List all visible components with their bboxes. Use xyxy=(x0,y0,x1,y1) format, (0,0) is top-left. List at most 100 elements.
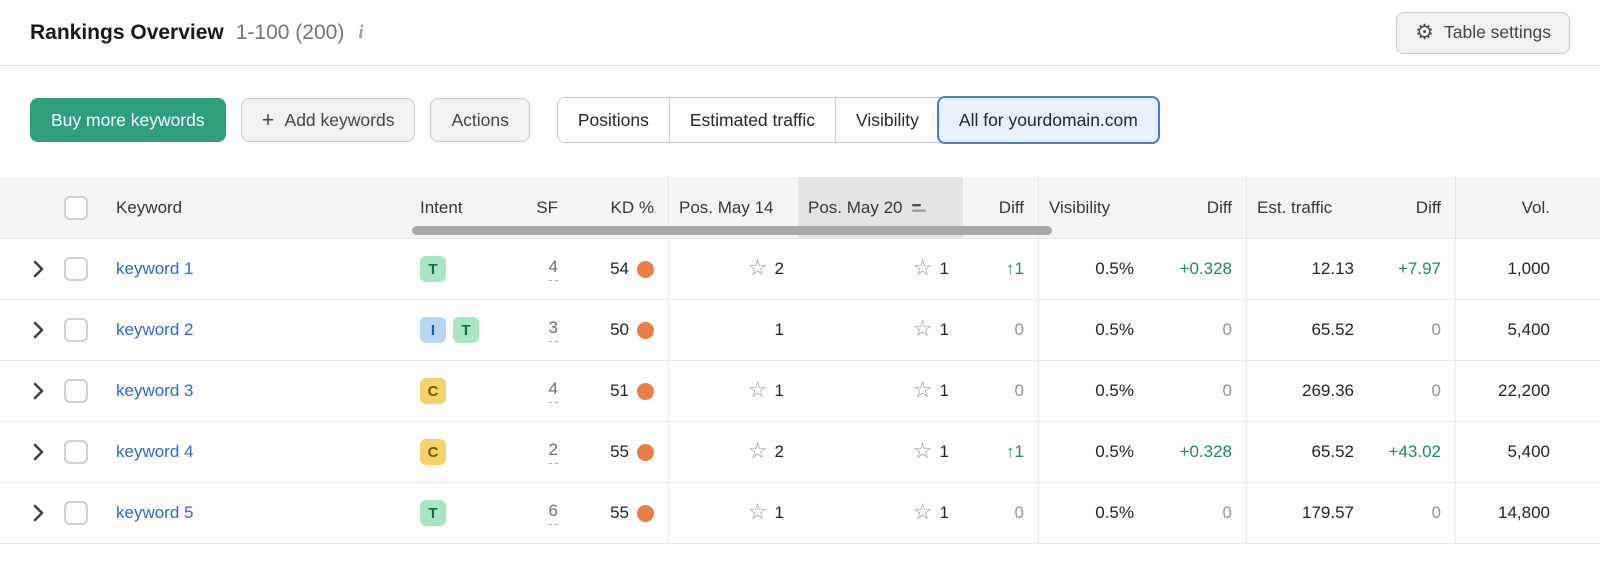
chevron-right-icon xyxy=(33,443,43,461)
volume-cell: 5,400 xyxy=(1455,422,1600,482)
column-header-kd[interactable]: KD % xyxy=(610,197,654,217)
sf-value[interactable]: 6 xyxy=(548,501,558,525)
header-checkbox-cell xyxy=(58,177,108,238)
add-keywords-button[interactable]: + Add keywords xyxy=(240,98,416,142)
star-icon[interactable]: ☆ xyxy=(912,316,933,341)
sf-value[interactable]: 2 xyxy=(548,440,558,464)
position-diff-cell: ↑1 xyxy=(1006,442,1024,461)
kd-value: 55 xyxy=(610,503,629,522)
table-row: keyword 1 T 4 54 ☆ 2 ☆ 1 ↑1 0.5% +0.328 12… xyxy=(0,239,1600,300)
star-icon[interactable]: ☆ xyxy=(747,255,768,280)
expand-row-button[interactable] xyxy=(33,504,44,522)
tab-visibility[interactable]: Visibility xyxy=(835,98,939,142)
keyword-link[interactable]: keyword 3 xyxy=(116,381,194,400)
horizontal-scrollbar-thumb[interactable] xyxy=(412,226,1052,235)
keyword-link[interactable]: keyword 5 xyxy=(116,503,194,522)
expand-row-button[interactable] xyxy=(33,260,44,278)
kd-value: 54 xyxy=(610,259,629,278)
pos-may14-cell: ☆ 2 xyxy=(668,239,798,299)
intent-badge-c: C xyxy=(420,439,446,465)
star-icon[interactable]: ☆ xyxy=(912,499,933,524)
position-value: 1 xyxy=(774,503,784,522)
keyword-cell: keyword 4 xyxy=(108,422,420,482)
column-header-intent[interactable]: Intent xyxy=(420,197,463,217)
sf-cell: 3 xyxy=(516,300,572,360)
pos-may20-cell: ☆ 1 xyxy=(798,422,963,482)
checkbox-cell xyxy=(58,300,108,360)
row-checkbox[interactable] xyxy=(64,379,88,403)
est-traffic-diff-cell: 0 xyxy=(1431,381,1441,400)
column-header-est-traffic[interactable]: Est. traffic xyxy=(1246,177,1368,238)
kd-value: 55 xyxy=(610,442,629,461)
position-value: 1 xyxy=(939,442,949,461)
expand-row-button[interactable] xyxy=(33,321,44,339)
row-checkbox[interactable] xyxy=(64,257,88,281)
keyword-cell: keyword 1 xyxy=(108,239,420,299)
checkbox-cell xyxy=(58,422,108,482)
checkbox-cell xyxy=(58,483,108,543)
visibility-cell: 0.5% xyxy=(1038,300,1148,360)
column-header-pos-may14[interactable]: Pos. May 14 xyxy=(668,177,798,238)
page-title: Rankings Overview xyxy=(30,20,224,44)
row-checkbox[interactable] xyxy=(64,440,88,464)
table-header-row: Keyword Intent SF KD % Pos. May 14 Pos. … xyxy=(0,177,1600,239)
star-icon[interactable]: ☆ xyxy=(747,499,768,524)
volume-cell: 1,000 xyxy=(1455,239,1600,299)
checkbox-cell xyxy=(58,361,108,421)
tab-positions[interactable]: Positions xyxy=(558,98,669,142)
tab-all-for-yourdomain-com[interactable]: All for yourdomain.com xyxy=(936,96,1160,144)
kd-difficulty-dot xyxy=(637,260,654,278)
sf-value[interactable]: 4 xyxy=(548,257,558,281)
sort-descending-icon xyxy=(911,203,926,212)
visibility-diff-cell: 0 xyxy=(1222,503,1232,522)
expand-row-button[interactable] xyxy=(33,443,44,461)
est-traffic-cell: 12.13 xyxy=(1246,239,1368,299)
volume-cell: 14,800 xyxy=(1455,483,1600,543)
star-icon[interactable]: ☆ xyxy=(747,438,768,463)
tab-estimated-traffic[interactable]: Estimated traffic xyxy=(668,98,835,142)
toolbar: Buy more keywords + Add keywords Actions… xyxy=(30,96,1570,144)
column-header-diff-position[interactable]: Diff xyxy=(998,197,1024,217)
visibility-diff-cell: 0 xyxy=(1222,381,1232,400)
keyword-link[interactable]: keyword 1 xyxy=(116,259,194,278)
column-header-pos-may20-label: Pos. May 20 xyxy=(808,197,903,217)
table-row: keyword 4 C 2 55 ☆ 2 ☆ 1 ↑1 0.5% +0.328 65… xyxy=(0,422,1600,483)
expand-row-button[interactable] xyxy=(33,382,44,400)
column-header-volume[interactable]: Vol. xyxy=(1455,177,1600,238)
position-diff-cell: 0 xyxy=(1014,503,1024,522)
add-keywords-label: Add keywords xyxy=(284,109,395,130)
column-header-visibility[interactable]: Visibility xyxy=(1038,177,1148,238)
star-icon[interactable]: ☆ xyxy=(912,377,933,402)
keyword-link[interactable]: keyword 2 xyxy=(116,320,194,339)
table-settings-button[interactable]: ⚙ Table settings xyxy=(1396,11,1570,54)
star-icon[interactable]: ☆ xyxy=(912,255,933,280)
star-icon[interactable]: ☆ xyxy=(747,377,768,402)
table-settings-label: Table settings xyxy=(1443,22,1551,42)
intent-badge-t: T xyxy=(420,256,446,282)
column-header-keyword[interactable]: Keyword xyxy=(116,197,183,217)
keyword-link[interactable]: keyword 4 xyxy=(116,442,194,461)
pos-may14-cell: ☆ 1 xyxy=(668,483,798,543)
pos-may14-cell: ☆ 1 xyxy=(668,361,798,421)
buy-more-keywords-button[interactable]: Buy more keywords xyxy=(30,98,226,142)
column-header-diff-visibility[interactable]: Diff xyxy=(1206,197,1232,217)
visibility-diff-cell: +0.328 xyxy=(1179,259,1232,278)
sf-cell: 4 xyxy=(516,361,572,421)
column-header-sf[interactable]: SF xyxy=(536,197,558,217)
sf-value[interactable]: 3 xyxy=(548,318,558,342)
kd-difficulty-dot xyxy=(637,443,654,461)
actions-button[interactable]: Actions xyxy=(430,98,530,142)
page-header: Rankings Overview 1-100 (200) i ⚙ Table … xyxy=(0,0,1600,66)
star-icon[interactable]: ☆ xyxy=(912,438,933,463)
position-value: 1 xyxy=(939,259,949,278)
column-header-diff-est-traffic[interactable]: Diff xyxy=(1415,197,1441,217)
row-checkbox[interactable] xyxy=(64,318,88,342)
chevron-right-icon xyxy=(33,382,43,400)
row-checkbox[interactable] xyxy=(64,501,88,525)
pagination-range: 1-100 (200) xyxy=(235,20,345,44)
sf-value[interactable]: 4 xyxy=(548,379,558,403)
select-all-checkbox[interactable] xyxy=(64,195,88,220)
info-icon[interactable]: i xyxy=(358,21,364,43)
est-traffic-diff-cell: 0 xyxy=(1431,503,1441,522)
position-diff-cell: 0 xyxy=(1014,320,1024,339)
